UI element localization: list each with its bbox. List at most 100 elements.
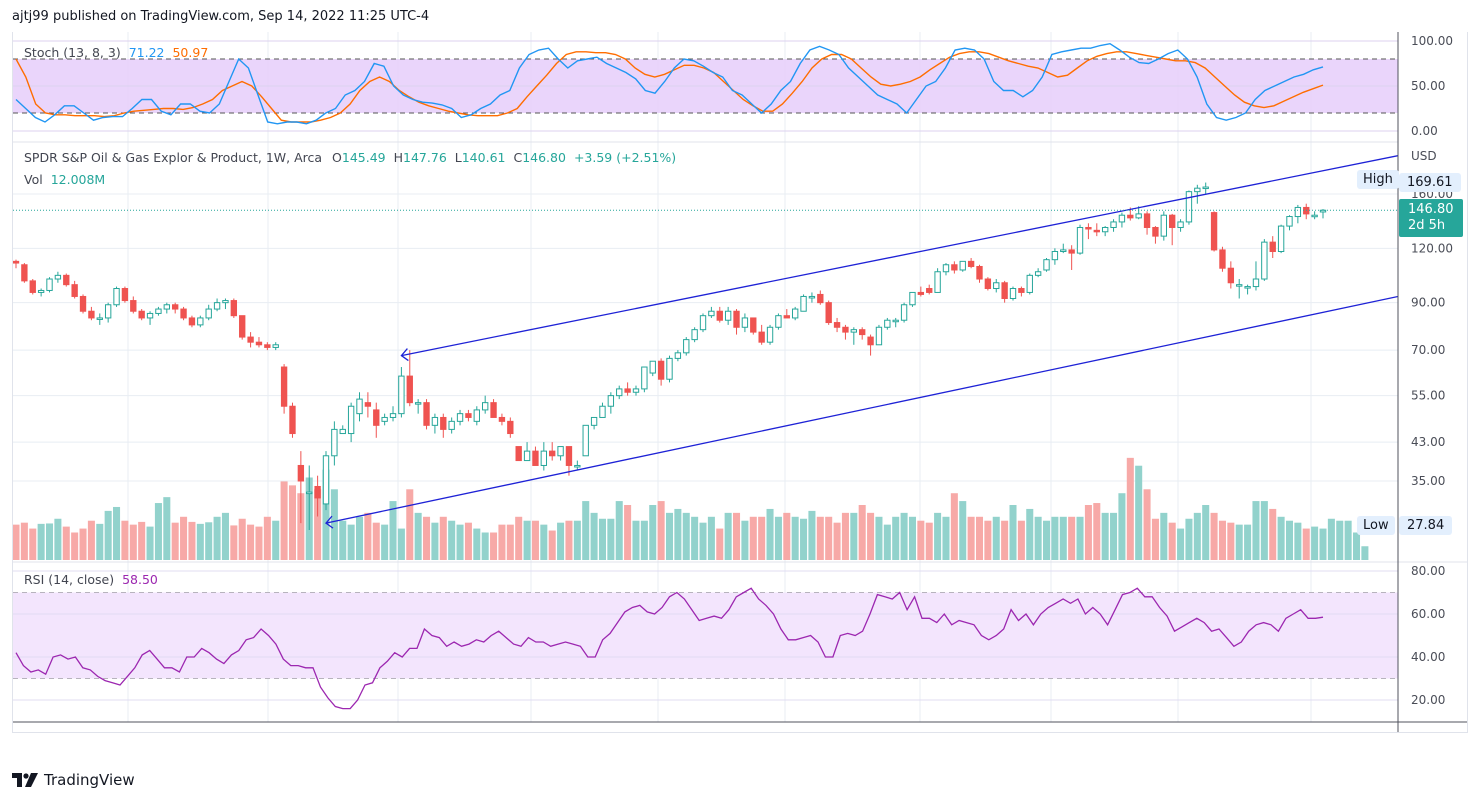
volume-bar <box>1001 520 1009 560</box>
volume-bar <box>774 516 782 560</box>
volume-bar <box>79 528 87 560</box>
volume-bar <box>37 523 45 560</box>
chart-frame[interactable]: 100.00 50.00 0.00 USD 160.00 120.00 90.00 70.00… <box>12 32 1468 733</box>
candle-body <box>825 302 832 324</box>
candle-body <box>297 464 305 482</box>
candle-body <box>155 308 162 314</box>
volume-bar <box>1101 512 1109 560</box>
candle-body <box>758 331 765 343</box>
bar-countdown: 2d 5h <box>1408 218 1446 233</box>
candle-body <box>967 260 975 267</box>
volume-bar <box>691 516 699 560</box>
candle-body <box>683 339 690 354</box>
candle-body <box>599 405 606 418</box>
main-legend: SPDR S&P Oil & Gas Explor & Product, 1W,… <box>24 150 676 165</box>
volume-bar <box>238 518 246 560</box>
candle-body <box>875 326 883 346</box>
volume-bar <box>13 524 20 560</box>
volume-bar <box>515 516 523 560</box>
change-value: +3.59 (+2.51%) <box>573 150 677 165</box>
volume-bar <box>1151 518 1159 560</box>
volume-bar <box>247 524 255 560</box>
volume-bar <box>213 516 221 560</box>
volume-bar <box>825 516 833 560</box>
volume-bar <box>582 501 590 560</box>
candle-body <box>649 360 656 374</box>
volume-bar <box>791 516 799 560</box>
volume-bar <box>950 493 958 560</box>
candle-body <box>1152 226 1159 237</box>
candle-body <box>741 317 749 328</box>
candle-body <box>1252 278 1260 288</box>
volume-bar <box>892 516 900 560</box>
volume-bar <box>230 525 238 560</box>
channel-upper-line <box>401 155 1399 357</box>
volume-bar <box>1068 516 1076 560</box>
volume-bar <box>171 522 179 560</box>
close-label: C <box>513 150 523 165</box>
volume-bar <box>699 522 707 560</box>
volume-bar <box>364 512 372 560</box>
volume-bar <box>766 508 774 560</box>
low-marker-label: Low <box>1357 516 1395 535</box>
candle-body <box>607 395 615 407</box>
candle-body <box>1219 249 1226 269</box>
candle-body <box>347 405 355 435</box>
candle-body <box>490 402 497 418</box>
volume-bar <box>330 489 338 560</box>
volume-bar <box>104 510 112 560</box>
volume-bar <box>1160 512 1168 560</box>
candle-body <box>775 315 782 328</box>
volume-bar <box>29 528 37 560</box>
stoch-k-value: 71.22 <box>128 45 165 60</box>
candle-body <box>750 317 757 333</box>
footer-brand[interactable]: TradingView <box>12 771 135 789</box>
volume-bar <box>62 526 70 560</box>
chart-canvas[interactable]: 100.0050.000.00USD160.00120.0090.0070.00… <box>13 32 1467 732</box>
channel-arrowhead-icon <box>325 515 334 529</box>
candle-body <box>79 295 87 312</box>
volume-bar <box>1076 516 1084 560</box>
candle-body <box>657 360 665 380</box>
candle-body <box>498 416 506 422</box>
volume-bar <box>397 528 405 560</box>
volume-bar <box>96 523 104 560</box>
candle-body <box>791 308 799 319</box>
volume-bar <box>850 512 858 560</box>
candle-body <box>71 284 78 297</box>
volume-bar <box>841 512 849 560</box>
candle-body <box>364 402 372 407</box>
candle-body <box>1026 274 1033 293</box>
candle-body <box>63 274 70 286</box>
candle-body <box>850 329 858 333</box>
candle-body <box>1018 288 1025 293</box>
candle-body <box>448 420 455 430</box>
volume-bar <box>523 520 531 560</box>
price-tick-label: 120.00 <box>1411 241 1453 255</box>
rsi-tick-label: 20.00 <box>1411 693 1445 707</box>
low-label: L <box>454 150 462 165</box>
candle-body <box>1085 226 1092 230</box>
volume-bar <box>1361 546 1369 560</box>
candle-body <box>1286 216 1293 227</box>
volume-bar <box>598 518 606 560</box>
volume-bar <box>431 522 439 560</box>
close-value: 146.80 <box>522 150 566 165</box>
candle-body <box>582 424 589 457</box>
volume-bar <box>498 524 506 560</box>
volume-bar <box>1252 501 1260 560</box>
volume-bar <box>113 506 121 560</box>
volume-bar <box>20 522 28 560</box>
candle-body <box>197 317 204 326</box>
candle-body <box>817 293 824 304</box>
candle-body <box>247 336 254 343</box>
volume-bar <box>607 518 615 560</box>
volume-bar <box>657 501 665 560</box>
stoch-tick-label: 0.00 <box>1411 124 1438 138</box>
volume-bar <box>146 526 154 560</box>
candle-body <box>440 416 447 430</box>
high-label: H <box>393 150 404 165</box>
volume-bar <box>1336 520 1344 560</box>
price-tick-label: 55.00 <box>1411 389 1445 403</box>
candle-body <box>976 265 983 280</box>
